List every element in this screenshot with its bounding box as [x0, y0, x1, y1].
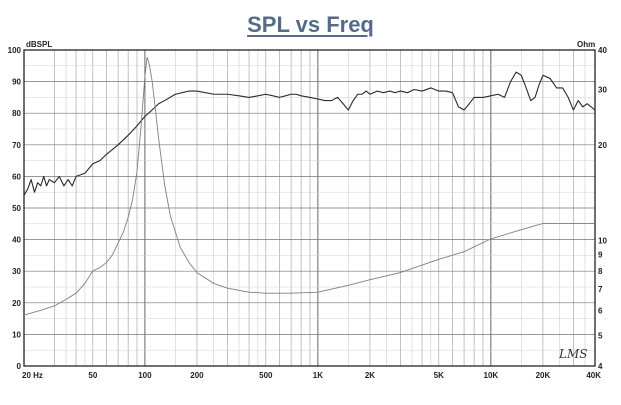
- series-layer: [23, 56, 596, 316]
- plot-frame: [23, 49, 596, 367]
- chart-title: SPL vs Freq: [247, 12, 374, 37]
- x-tick-label: 20K: [536, 371, 551, 380]
- y-right-tick-label: 20: [598, 141, 607, 150]
- y-right-tick-label: 8: [598, 267, 603, 276]
- y-axis-right-unit: Ohm: [577, 40, 595, 49]
- impedance-curve: [23, 56, 595, 316]
- y-right-tick-label: 5: [598, 331, 603, 340]
- y-right-tick-label: 6: [598, 306, 603, 315]
- x-tick-label: 40K: [586, 371, 601, 380]
- y-left-tick-label: 90: [12, 78, 21, 87]
- y-left-tick-label: 60: [12, 172, 21, 181]
- lms-signature: LMS: [558, 347, 587, 361]
- y-left-tick-label: 40: [12, 236, 21, 245]
- y-left-tick-label: 10: [12, 330, 21, 339]
- x-tick-label: 5K: [434, 371, 444, 380]
- y-right-tick-label: 40: [598, 46, 607, 55]
- x-tick-label: 200: [190, 371, 204, 380]
- y-right-tick-label: 10: [598, 236, 607, 245]
- axis-labels: 20 Hz 50 100 200 500 1K 2K 5K 10K 20K 40K 0 10 20 30 40…: [8, 46, 608, 380]
- y-right-tick-label: 30: [598, 85, 607, 94]
- x-tick-label: 20 Hz: [22, 371, 43, 380]
- y-right-tick-label: 4: [598, 362, 603, 371]
- x-tick-label: 500: [259, 371, 273, 380]
- y-left-tick-label: 30: [12, 267, 21, 276]
- y-left-tick-label: 50: [12, 204, 21, 213]
- x-tick-label: 50: [88, 371, 97, 380]
- x-tick-label: 10K: [484, 371, 499, 380]
- y-right-tick-label: 7: [598, 285, 603, 294]
- x-tick-label: 2K: [365, 371, 375, 380]
- y-left-tick-label: 80: [12, 109, 21, 118]
- y-left-tick-label: 70: [12, 141, 21, 150]
- y-axis-left-unit: dBSPL: [26, 40, 52, 49]
- x-tick-label: 100: [138, 371, 152, 380]
- x-tick-label: 1K: [313, 371, 323, 380]
- y-left-tick-label: 100: [8, 46, 22, 55]
- y-left-tick-label: 20: [12, 299, 21, 308]
- y-right-tick-label: 9: [598, 251, 603, 260]
- y-left-tick-label: 0: [17, 362, 22, 371]
- spl-curve: [23, 71, 596, 196]
- grid-lines: [24, 50, 595, 366]
